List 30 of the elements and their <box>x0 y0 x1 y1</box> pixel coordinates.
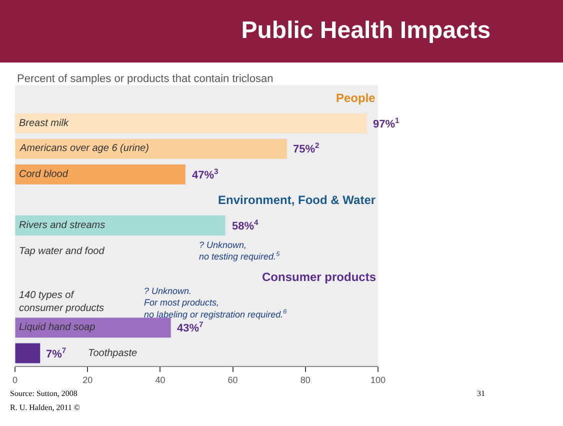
y-tick-label: Cord blood <box>19 169 68 180</box>
annotation: ? Unknown. For most products, no labeling or registration required.$^{6}$ <box>144 286 288 320</box>
annotation: Environment, Food & Water <box>218 193 376 207</box>
annotation: People <box>336 91 376 105</box>
x-tick-label: 40 <box>155 374 166 385</box>
y-tick-label: Toothpaste <box>88 348 138 359</box>
annotation: ? Unknown, no testing required.$^{5}$ <box>199 240 280 262</box>
x-tick-label: 60 <box>228 374 238 385</box>
x-tick-label: 20 <box>82 374 93 385</box>
x-tick-label: 80 <box>300 374 310 385</box>
annotation: Consumer products <box>262 270 376 284</box>
chart-title: Public Health Impacts <box>241 17 491 44</box>
y-tick-label: Breast milk <box>19 118 70 129</box>
x-tick-label: 100 <box>370 374 386 385</box>
data-label: 58%$^{4}$ <box>232 218 260 233</box>
y-tick-label: Rivers and streams <box>19 220 106 231</box>
y-tick-label: Liquid hand soap <box>19 322 96 333</box>
data-label: 47%$^{3}$ <box>192 167 218 182</box>
source-note: Source: Sutton, 2008 <box>10 389 78 398</box>
data-label: 75%$^{2}$ <box>293 141 320 156</box>
y-tick-label: Americans over age 6 (urine) <box>19 143 149 154</box>
y-tick-label: Tap water and food <box>19 246 105 257</box>
chart-subtitle: Percent of samples or products that contain triclosan <box>17 73 274 85</box>
x-tick-label: 0 <box>12 374 18 385</box>
text: 31 <box>477 389 485 398</box>
data-label: 43%$^{7}$ <box>177 320 204 335</box>
data-label: 97%$^{1}$ <box>373 116 400 131</box>
y-tick-label: 140 types of consumer products <box>19 290 104 314</box>
data-label: 7%$^{7}$ <box>46 346 66 361</box>
text: R. U. Halden, 2011 © <box>10 403 80 412</box>
